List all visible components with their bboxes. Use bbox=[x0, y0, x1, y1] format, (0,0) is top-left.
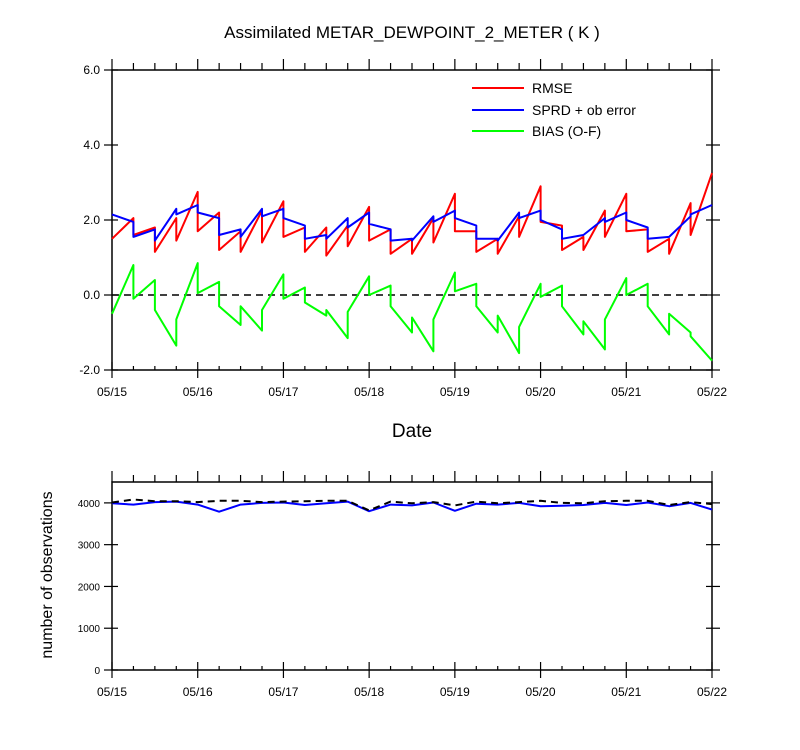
top-panel: 05/15 05/16 05/17 05/18 05/19 05/20 05/21 05/22… bbox=[79, 59, 727, 442]
top-y-tick-label: 2.0 bbox=[83, 213, 100, 227]
bottom-x-tick-label: 05/19 bbox=[440, 685, 470, 699]
top-x-tick-label: 05/16 bbox=[183, 385, 213, 399]
top-series-bias-o-f bbox=[111, 262, 713, 362]
bottom-series bbox=[111, 498, 713, 513]
bottom-series-assimilated bbox=[111, 500, 713, 513]
bottom-ticks: 05/15 05/16 05/17 05/18 05/19 05/20 05/21 05/22… bbox=[78, 471, 727, 699]
top-x-tick-label: 05/20 bbox=[526, 385, 556, 399]
bottom-y-tick-label: 2000 bbox=[78, 582, 101, 593]
bottom-x-tick-label: 05/20 bbox=[526, 685, 556, 699]
bottom-x-tick-label: 05/16 bbox=[183, 685, 213, 699]
bottom-y-tick-label: 1000 bbox=[78, 624, 101, 635]
bottom-y-axis-label: number of observations bbox=[39, 491, 56, 658]
top-y-tick-label: -2.0 bbox=[79, 363, 100, 377]
top-y-tick-label: 6.0 bbox=[83, 63, 100, 77]
bottom-series-possible bbox=[111, 498, 713, 512]
bottom-y-tick-label: 0 bbox=[94, 666, 100, 677]
legend-label-rmse: RMSE bbox=[532, 80, 572, 96]
top-y-tick-label: 4.0 bbox=[83, 138, 100, 152]
bottom-x-tick-label: 05/22 bbox=[697, 685, 727, 699]
chart-title: Assimilated METAR_DEWPOINT_2_METER ( K ) bbox=[224, 23, 600, 42]
bottom-x-tick-label: 05/15 bbox=[97, 685, 127, 699]
top-series-sprd-ob-error bbox=[111, 204, 713, 242]
top-x-axis-label: Date bbox=[392, 421, 432, 442]
bottom-x-tick-label: 05/17 bbox=[268, 685, 298, 699]
bottom-x-tick-label: 05/21 bbox=[611, 685, 641, 699]
bottom-panel: 05/15 05/16 05/17 05/18 05/19 05/20 05/21 05/22… bbox=[39, 471, 727, 699]
legend-label-bias: BIAS (O-F) bbox=[532, 123, 601, 139]
top-series bbox=[111, 172, 713, 362]
top-x-tick-label: 05/17 bbox=[268, 385, 298, 399]
top-y-tick-label: 0.0 bbox=[83, 288, 100, 302]
bottom-plot-frame bbox=[111, 481, 713, 671]
top-x-tick-label: 05/22 bbox=[697, 385, 727, 399]
top-x-tick-label: 05/21 bbox=[611, 385, 641, 399]
top-x-tick-label: 05/15 bbox=[97, 385, 127, 399]
bottom-x-tick-label: 05/18 bbox=[354, 685, 384, 699]
top-x-tick-label: 05/19 bbox=[440, 385, 470, 399]
bottom-y-tick-label: 3000 bbox=[78, 541, 101, 552]
top-ticks: 05/15 05/16 05/17 05/18 05/19 05/20 05/21 05/22… bbox=[79, 59, 727, 399]
legend: RMSE SPRD + ob error BIAS (O-F) bbox=[472, 80, 636, 139]
legend-label-sprd: SPRD + ob error bbox=[532, 102, 636, 118]
bottom-y-tick-label: 4000 bbox=[78, 499, 101, 510]
top-x-tick-label: 05/18 bbox=[354, 385, 384, 399]
